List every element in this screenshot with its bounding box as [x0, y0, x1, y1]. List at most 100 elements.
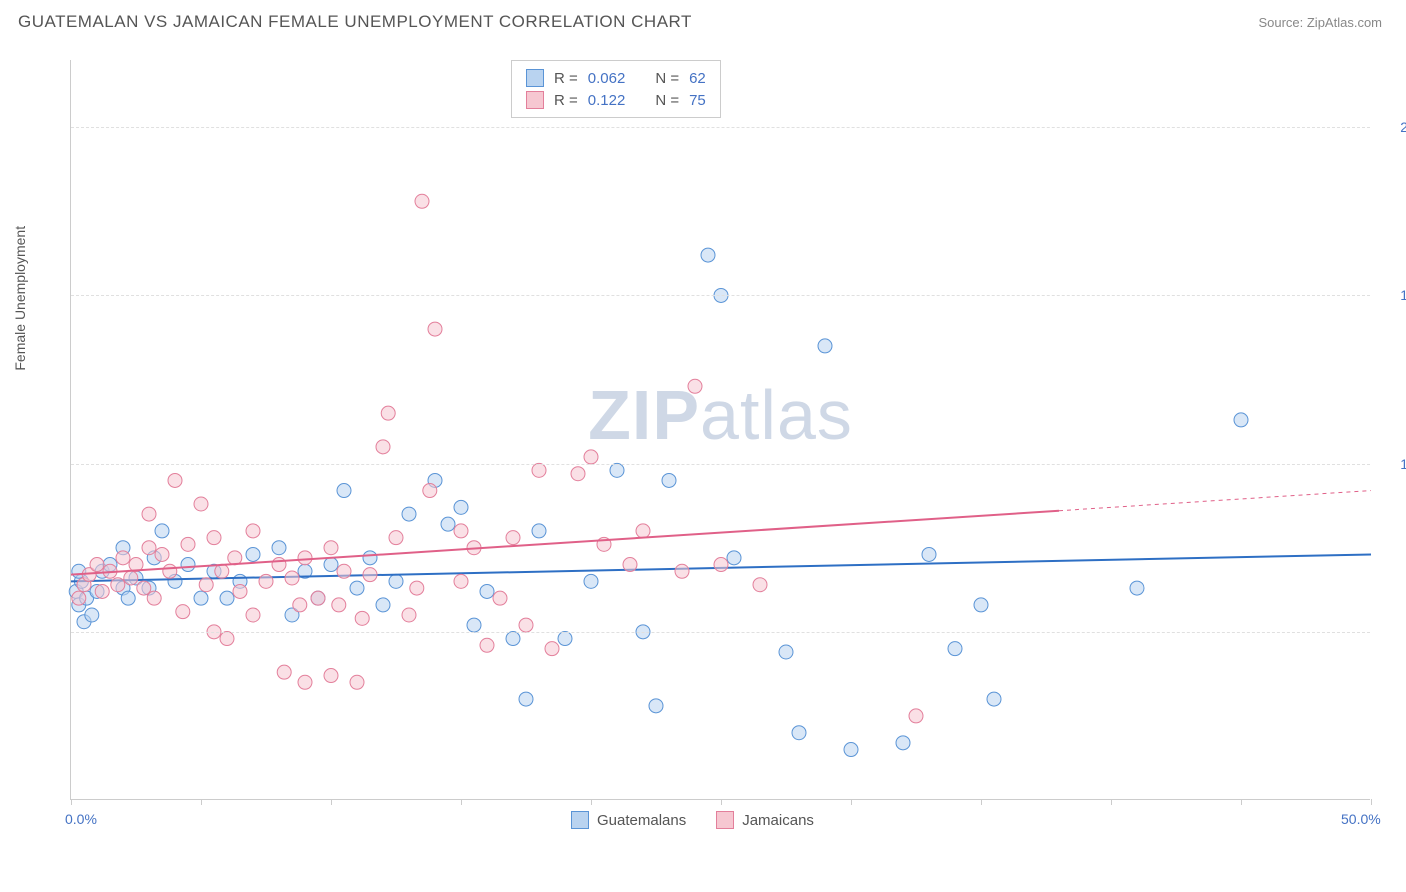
data-point: [220, 591, 234, 605]
data-point: [714, 558, 728, 572]
data-point: [233, 584, 247, 598]
data-point: [636, 524, 650, 538]
data-point: [90, 558, 104, 572]
data-point: [298, 551, 312, 565]
data-point: [410, 581, 424, 595]
data-point: [571, 467, 585, 481]
data-point: [623, 558, 637, 572]
y-tick-label: 20.0%: [1400, 119, 1406, 135]
r-label: R =: [554, 70, 578, 87]
data-point: [753, 578, 767, 592]
x-tick: [721, 799, 722, 805]
x-tick: [331, 799, 332, 805]
data-point: [85, 608, 99, 622]
data-point: [454, 574, 468, 588]
data-point: [922, 547, 936, 561]
data-point: [987, 692, 1001, 706]
data-point: [259, 574, 273, 588]
data-point: [142, 541, 156, 555]
data-point: [124, 571, 138, 585]
gridline: [71, 464, 1370, 465]
data-point: [779, 645, 793, 659]
data-point: [545, 642, 559, 656]
data-point: [155, 524, 169, 538]
data-point: [389, 531, 403, 545]
data-point: [337, 484, 351, 498]
r-value: 0.062: [588, 70, 626, 87]
data-point: [467, 618, 481, 632]
data-point: [428, 322, 442, 336]
legend-swatch: [571, 811, 589, 829]
data-point: [272, 541, 286, 555]
data-point: [272, 558, 286, 572]
data-point: [363, 568, 377, 582]
data-point: [168, 473, 182, 487]
x-tick: [201, 799, 202, 805]
x-tick: [1111, 799, 1112, 805]
data-point: [324, 558, 338, 572]
scatter-svg: [71, 60, 1370, 799]
data-point: [246, 608, 260, 622]
data-point: [610, 463, 624, 477]
x-tick: [981, 799, 982, 805]
n-label: N =: [655, 92, 679, 109]
legend-swatch: [716, 811, 734, 829]
data-point: [350, 581, 364, 595]
legend-item: Jamaicans: [716, 811, 814, 829]
r-label: R =: [554, 92, 578, 109]
data-point: [480, 638, 494, 652]
r-value: 0.122: [588, 92, 626, 109]
x-tick: [851, 799, 852, 805]
data-point: [246, 524, 260, 538]
data-point: [389, 574, 403, 588]
data-point: [194, 591, 208, 605]
chart-container: Female Unemployment ZIPatlas R =0.062N =…: [50, 50, 1380, 820]
data-point: [220, 632, 234, 646]
y-tick-label: 10.0%: [1400, 456, 1406, 472]
data-point: [277, 665, 291, 679]
series-swatch: [526, 69, 544, 87]
data-point: [662, 473, 676, 487]
data-point: [155, 547, 169, 561]
gridline: [71, 632, 1370, 633]
x-tick-label: 50.0%: [1341, 811, 1381, 827]
data-point: [896, 736, 910, 750]
data-point: [72, 591, 86, 605]
legend-label: Guatemalans: [597, 812, 686, 829]
data-point: [415, 194, 429, 208]
data-point: [792, 726, 806, 740]
data-point: [519, 692, 533, 706]
data-point: [181, 558, 195, 572]
n-label: N =: [655, 70, 679, 87]
data-point: [688, 379, 702, 393]
data-point: [324, 669, 338, 683]
data-point: [293, 598, 307, 612]
data-point: [285, 571, 299, 585]
legend-label: Jamaicans: [742, 812, 814, 829]
data-point: [818, 339, 832, 353]
data-point: [311, 591, 325, 605]
y-tick-label: 15.0%: [1400, 287, 1406, 303]
data-point: [337, 564, 351, 578]
correlation-row: R = 0.122 N = 75: [526, 89, 706, 111]
x-tick: [591, 799, 592, 805]
n-value: 75: [689, 92, 706, 109]
x-tick: [1241, 799, 1242, 805]
gridline: [71, 127, 1370, 128]
data-point: [701, 248, 715, 262]
data-point: [376, 598, 390, 612]
data-point: [137, 581, 151, 595]
data-point: [675, 564, 689, 578]
series-swatch: [526, 91, 544, 109]
data-point: [454, 500, 468, 514]
data-point: [558, 632, 572, 646]
data-point: [95, 584, 109, 598]
data-point: [215, 564, 229, 578]
y-axis-label: Female Unemployment: [12, 226, 28, 371]
data-point: [324, 541, 338, 555]
data-point: [163, 564, 177, 578]
x-tick: [461, 799, 462, 805]
data-point: [199, 578, 213, 592]
data-point: [441, 517, 455, 531]
data-point: [176, 605, 190, 619]
